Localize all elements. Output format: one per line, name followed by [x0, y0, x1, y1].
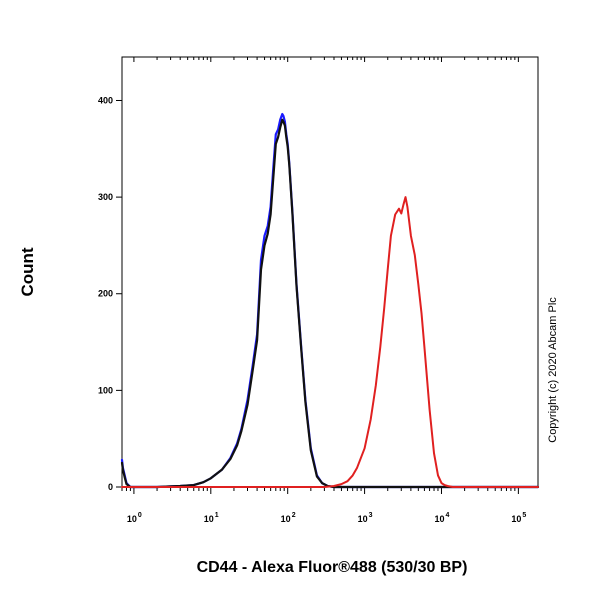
plot-area — [121, 56, 539, 488]
x-axis-label: CD44 - Alexa Fluor®488 (530/30 BP) — [197, 559, 468, 576]
y-tick-label: 0 — [108, 482, 113, 492]
y-tick-label: 200 — [98, 289, 113, 299]
x-tick-exponent: 4 — [445, 512, 449, 519]
x-tick-label: 10 — [358, 514, 368, 524]
x-tick-label: 10 — [434, 514, 444, 524]
y-axis-label: Count — [18, 247, 37, 296]
series-line-red — [121, 196, 539, 488]
x-axis-ticks: 10 0 10 1 10 2 10 3 10 4 10 5 — [121, 57, 526, 524]
x-tick-exponent: 0 — [138, 512, 142, 519]
y-tick-label: 400 — [98, 95, 113, 105]
x-tick-label: 10 — [127, 514, 137, 524]
y-axis-ticks: 0 100 200 300 400 — [98, 95, 122, 492]
histogram-series — [120, 112, 540, 489]
x-tick-exponent: 3 — [369, 512, 373, 519]
x-tick-exponent: 1 — [215, 512, 219, 519]
y-tick-label: 100 — [98, 385, 113, 395]
x-tick-label: 10 — [281, 514, 291, 524]
y-tick-label: 300 — [98, 192, 113, 202]
x-tick-label: 10 — [204, 514, 214, 524]
copyright-annotation: Copyright (c) 2020 Abcam Plc — [547, 297, 559, 443]
x-tick-label: 10 — [511, 514, 521, 524]
x-tick-exponent: 2 — [292, 512, 296, 519]
x-tick-exponent: 5 — [522, 512, 526, 519]
